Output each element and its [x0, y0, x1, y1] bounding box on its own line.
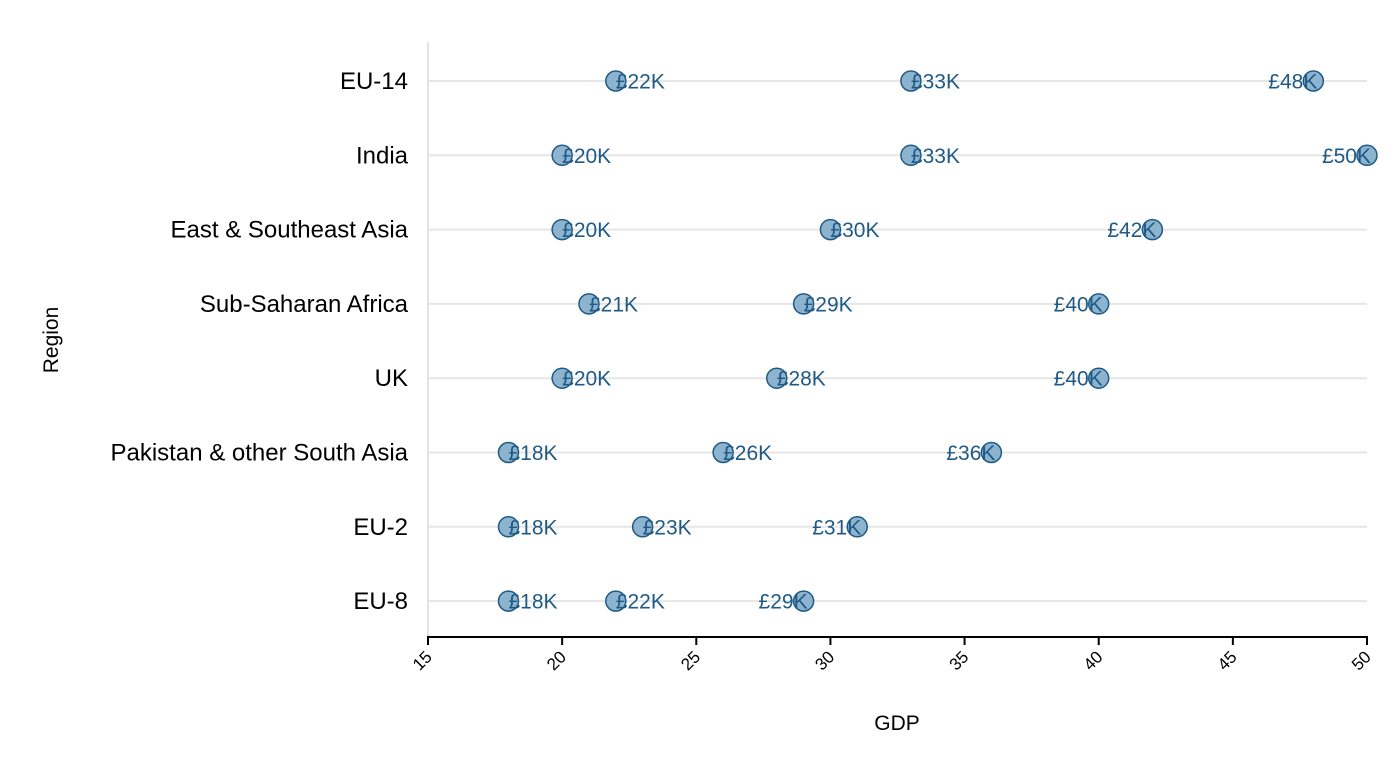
- data-label: £33K: [911, 71, 960, 94]
- data-label: £22K: [616, 591, 665, 614]
- data-label: £18K: [508, 442, 557, 465]
- x-tick-label: 45: [1214, 647, 1241, 674]
- data-point: [712, 441, 734, 464]
- y-tick-label: Pakistan & other South Asia: [110, 440, 408, 467]
- data-label: £29K: [759, 591, 808, 614]
- data-label: £33K: [911, 145, 960, 168]
- data-point: [900, 144, 922, 167]
- data-point: [1141, 218, 1164, 241]
- data-label: £22K: [616, 71, 665, 94]
- data-point: [792, 590, 815, 612]
- data-label: £36K: [946, 442, 995, 465]
- data-label: £28K: [777, 368, 826, 391]
- data-point: [497, 590, 520, 612]
- x-tick-label: 20: [543, 647, 570, 674]
- data-point: [1087, 293, 1110, 315]
- data-label: £50K: [1322, 145, 1371, 168]
- data-label: £26K: [723, 442, 772, 465]
- data-label: £20K: [562, 368, 611, 391]
- y-tick-label: East & Southeast Asia: [171, 217, 409, 244]
- data-label: £40K: [1054, 293, 1103, 316]
- data-point: [1087, 367, 1110, 389]
- data-label: £48K: [1268, 71, 1317, 94]
- x-tick-label: 40: [1080, 647, 1107, 674]
- data-point: [551, 218, 573, 241]
- data-label: £18K: [508, 591, 557, 614]
- y-axis-title: Region: [40, 307, 63, 374]
- data-label: £20K: [562, 145, 611, 168]
- data-label: £23K: [643, 516, 692, 539]
- x-axis-ticks: 15 20 25 30 35 40 45 50: [409, 637, 1375, 674]
- data-label: £42K: [1107, 219, 1156, 242]
- data-point: [900, 70, 922, 92]
- data-point: [578, 293, 600, 315]
- data-point: [1356, 144, 1378, 167]
- x-axis-title: GDP: [874, 712, 920, 735]
- x-tick-label: 50: [1348, 647, 1375, 674]
- data-point: [846, 516, 869, 538]
- data-label: £21K: [589, 293, 638, 316]
- data-points: [497, 70, 1378, 612]
- data-point: [605, 70, 627, 92]
- data-point: [792, 293, 815, 315]
- data-point: [1302, 70, 1325, 92]
- data-label: £29K: [804, 293, 853, 316]
- y-tick-label: India: [356, 142, 409, 169]
- y-tick-label: UK: [375, 365, 408, 392]
- data-label: £31K: [812, 516, 861, 539]
- y-tick-label: Sub-Saharan Africa: [200, 291, 409, 318]
- x-tick-label: 15: [409, 647, 436, 674]
- data-point: [605, 590, 627, 612]
- data-label: £18K: [508, 516, 557, 539]
- data-point: [980, 441, 1003, 464]
- x-tick-label: 30: [811, 647, 838, 674]
- y-tick-label: EU-8: [353, 588, 408, 615]
- y-tick-label: EU-2: [353, 514, 408, 541]
- x-tick-label: 35: [946, 647, 973, 674]
- data-point: [551, 144, 573, 167]
- data-point: [631, 516, 654, 538]
- data-label: £20K: [562, 219, 611, 242]
- data-point: [551, 367, 573, 389]
- data-point: [497, 516, 520, 538]
- data-label: £40K: [1054, 368, 1103, 391]
- data-label: £30K: [830, 219, 879, 242]
- data-labels: £22K £33K £48K £20K £33K £50K £20K £30K £42K £21K…: [508, 71, 1371, 614]
- data-point: [497, 441, 520, 464]
- data-point: [766, 367, 788, 389]
- y-tick-label: EU-14: [340, 68, 408, 95]
- x-tick-label: 25: [677, 647, 704, 674]
- data-point: [819, 218, 842, 241]
- y-axis-ticks: EU-14 India East & Southeast Asia Sub-Sahar…: [110, 68, 408, 615]
